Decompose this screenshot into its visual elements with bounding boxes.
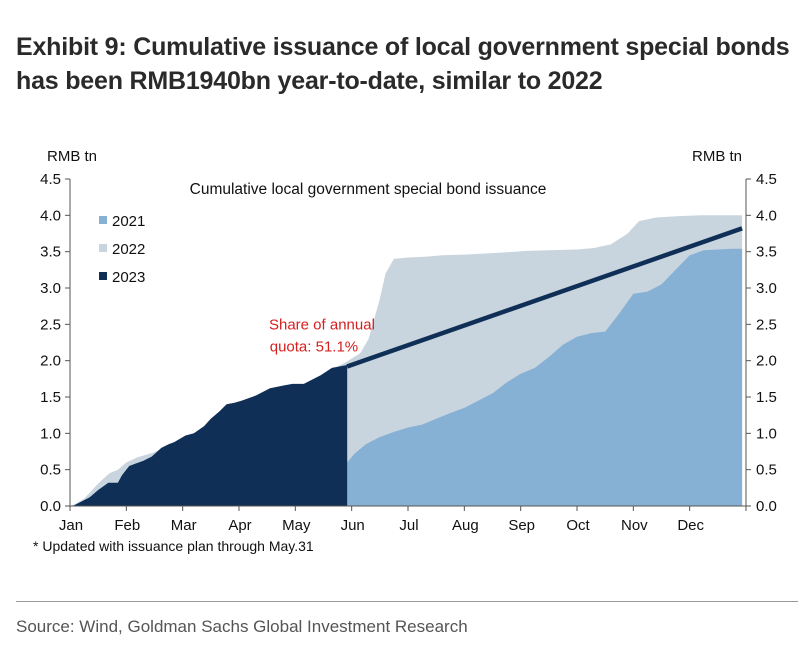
- x-tick-label: Mar: [171, 517, 197, 534]
- exhibit-title: Exhibit 9: Cumulative issuance of local …: [16, 30, 796, 98]
- chart-title: Cumulative local government special bond…: [190, 181, 547, 198]
- y-tick-label-left: 2.0: [40, 353, 61, 370]
- y-tick-label-left: 1.5: [40, 389, 61, 406]
- y-tick-label-right: 1.0: [756, 425, 777, 442]
- x-tick-label: Jul: [399, 517, 418, 534]
- legend-label-2021: 2021: [112, 213, 145, 230]
- y-tick-label-right: 0.5: [756, 462, 777, 479]
- y-tick-label-right: 2.5: [756, 316, 777, 333]
- series-area-2023: [70, 365, 348, 506]
- source-note: Source: Wind, Goldman Sachs Global Inves…: [16, 617, 468, 636]
- y-tick-label-left: 3.0: [40, 280, 61, 297]
- series-area-2021: [347, 248, 743, 507]
- x-tick-label: Sep: [508, 517, 535, 534]
- y-tick-label-left: 0.5: [40, 462, 61, 479]
- legend-swatch-2021: [99, 216, 107, 224]
- y-axis-unit-left: RMB tn: [47, 148, 97, 165]
- x-tick-label: Feb: [114, 517, 140, 534]
- y-tick-label-right: 2.0: [756, 353, 777, 370]
- legend-swatch-2022: [99, 244, 107, 252]
- x-tick-label: Dec: [677, 517, 704, 534]
- legend-swatch-2023: [99, 272, 107, 280]
- annotation-line-2: quota: 51.1%: [270, 338, 358, 355]
- issuance-chart: 0.0 0.0 0.5 0.5 1.0 1.0 1.5 1.5 2.0 2.0 2.5 2.5 3.0 3…: [40, 148, 777, 534]
- y-tick-label-right: 1.5: [756, 389, 777, 406]
- legend-label-2022: 2022: [112, 241, 145, 258]
- footnote: * Updated with issuance plan through May…: [33, 538, 314, 554]
- y-tick-label-right: 3.0: [756, 280, 777, 297]
- axes-layer: 0.0 0.0 0.5 0.5 1.0 1.0 1.5 1.5 2.0 2.0 2.5 2.5 3.0 3…: [40, 148, 777, 534]
- y-tick-label-right: 3.5: [756, 244, 777, 261]
- y-tick-label-right: 4.0: [756, 207, 777, 224]
- y-tick-label-left: 3.5: [40, 244, 61, 261]
- y-tick-label-left: 4.5: [40, 171, 61, 188]
- x-tick-label: Nov: [621, 517, 648, 534]
- y-tick-label-right: 0.0: [756, 498, 777, 515]
- x-tick-label: May: [282, 517, 311, 534]
- overlay-layer: Cumulative local government special bond…: [99, 181, 743, 369]
- y-tick-label-right: 4.5: [756, 171, 777, 188]
- divider: [16, 601, 798, 602]
- x-tick-label: Jun: [341, 517, 365, 534]
- x-tick-label: Oct: [566, 517, 590, 534]
- y-tick-label-left: 2.5: [40, 316, 61, 333]
- y-tick-label-left: 4.0: [40, 207, 61, 224]
- legend-label-2023: 2023: [112, 269, 145, 286]
- x-tick-label: Aug: [452, 517, 479, 534]
- y-tick-label-left: 0.0: [40, 498, 61, 515]
- y-axis-unit-right: RMB tn: [692, 148, 742, 165]
- x-tick-label: Apr: [228, 517, 251, 534]
- title-line-2: has been RMB1940bn year-to-date, similar…: [16, 67, 603, 95]
- y-tick-label-left: 1.0: [40, 425, 61, 442]
- x-tick-label: Jan: [59, 517, 83, 534]
- annotation-line-1: Share of annual: [269, 316, 375, 333]
- quota-trend-line: [346, 226, 743, 369]
- title-line-1: Exhibit 9: Cumulative issuance of local …: [16, 33, 790, 61]
- area-layer: [70, 215, 743, 507]
